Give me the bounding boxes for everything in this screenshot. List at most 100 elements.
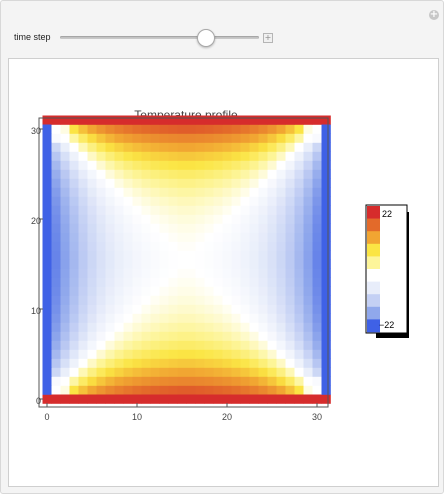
heatmap-cell	[177, 205, 187, 215]
heatmap-cell	[249, 223, 259, 233]
heatmap-cell	[294, 367, 304, 377]
heatmap-cell	[276, 304, 286, 314]
heatmap-cell	[231, 232, 241, 242]
plus-circle-icon[interactable]: +	[429, 9, 439, 20]
heatmap-cell	[258, 385, 268, 395]
heatmap-cell	[51, 277, 61, 287]
heatmap-cell	[51, 259, 61, 269]
heatmap-cell	[249, 268, 259, 278]
heatmap-cell	[213, 124, 223, 134]
heatmap-cell	[195, 160, 205, 170]
heatmap-cell	[204, 178, 214, 188]
heatmap-cell	[240, 142, 250, 152]
heatmap-cell	[78, 385, 88, 395]
heatmap-cell	[303, 313, 313, 323]
y-tick-label-30: 30	[31, 126, 41, 136]
heatmap-cell	[249, 304, 259, 314]
heatmap-cell	[105, 232, 115, 242]
heatmap-cell	[267, 313, 277, 323]
heatmap-cell	[285, 304, 295, 314]
heatmap-cell	[240, 295, 250, 305]
heatmap-cell	[195, 295, 205, 305]
heatmap-cell	[303, 232, 313, 242]
heatmap-cell	[204, 169, 214, 179]
heatmap-cell	[51, 367, 61, 377]
heatmap-cell	[267, 151, 277, 161]
heatmap-cell	[78, 223, 88, 233]
heatmap-cell	[285, 223, 295, 233]
heatmap-cell	[312, 277, 322, 287]
heatmap-cell	[312, 322, 322, 332]
heatmap-cell	[249, 295, 259, 305]
heatmap-cell	[312, 286, 322, 296]
heatmap-cell	[204, 277, 214, 287]
heatmap-cell	[195, 187, 205, 197]
time-step-slider[interactable]	[60, 36, 259, 39]
heatmap-cell	[123, 385, 133, 395]
heatmap-cell	[312, 358, 322, 368]
heatmap-cell	[213, 133, 223, 143]
heatmap-cell	[168, 313, 178, 323]
heatmap-cell	[258, 151, 268, 161]
heatmap-cell	[294, 349, 304, 359]
heatmap-cell	[168, 250, 178, 260]
plus-square-icon[interactable]: +	[263, 33, 273, 43]
heatmap-cell	[168, 178, 178, 188]
heatmap-cell	[60, 331, 70, 341]
heatmap-cell	[87, 367, 97, 377]
heatmap-cell	[258, 232, 268, 242]
heatmap-cell	[87, 241, 97, 251]
heatmap-cell	[195, 376, 205, 386]
heatmap-cell	[69, 385, 79, 395]
heatmap-cell	[159, 250, 169, 260]
heatmap-cell	[96, 358, 106, 368]
heatmap-cell	[114, 367, 124, 377]
heatmap-cell	[141, 286, 151, 296]
heatmap-cell	[78, 133, 88, 143]
heatmap-cell	[78, 196, 88, 206]
heatmap-cell	[249, 133, 259, 143]
heatmap-cell	[285, 241, 295, 251]
heatmap-cell	[132, 178, 142, 188]
heatmap-cell	[285, 133, 295, 143]
heatmap-cell	[267, 142, 277, 152]
heatmap-cell	[168, 295, 178, 305]
heatmap-cell	[51, 133, 61, 143]
heatmap-cell	[258, 124, 268, 134]
heatmap-cell	[195, 277, 205, 287]
heatmap-cell	[177, 340, 187, 350]
heatmap-cell	[285, 358, 295, 368]
heatmap-cell	[312, 385, 322, 395]
heatmap-cell	[204, 385, 214, 395]
heatmap-cell	[177, 376, 187, 386]
heatmap-cell	[78, 259, 88, 269]
heatmap-cell	[114, 187, 124, 197]
heatmap-cell	[96, 277, 106, 287]
heatmap-cell	[105, 331, 115, 341]
heatmap-cell	[150, 250, 160, 260]
heatmap-cell	[132, 322, 142, 332]
time-step-slider-thumb[interactable]	[197, 29, 216, 47]
heatmap-cell	[303, 151, 313, 161]
heatmap-cell	[285, 277, 295, 287]
heatmap-cell	[150, 385, 160, 395]
heatmap-cell	[132, 331, 142, 341]
heatmap-cell	[258, 133, 268, 143]
heatmap-cell	[78, 331, 88, 341]
heatmap-cell	[240, 232, 250, 242]
heatmap-cell	[141, 250, 151, 260]
heatmap-cell	[186, 358, 196, 368]
heatmap-cell	[186, 241, 196, 251]
heatmap-cell	[303, 277, 313, 287]
heatmap-cell	[267, 268, 277, 278]
heatmap-cell	[159, 313, 169, 323]
heatmap-cell	[150, 259, 160, 269]
heatmap-cell	[303, 169, 313, 179]
heatmap-cell	[258, 358, 268, 368]
heatmap-cell	[123, 232, 133, 242]
heatmap-cell	[267, 250, 277, 260]
heatmap-cell	[87, 142, 97, 152]
heatmap-cell	[195, 268, 205, 278]
heatmap-cell	[159, 142, 169, 152]
heatmap-cell	[150, 214, 160, 224]
